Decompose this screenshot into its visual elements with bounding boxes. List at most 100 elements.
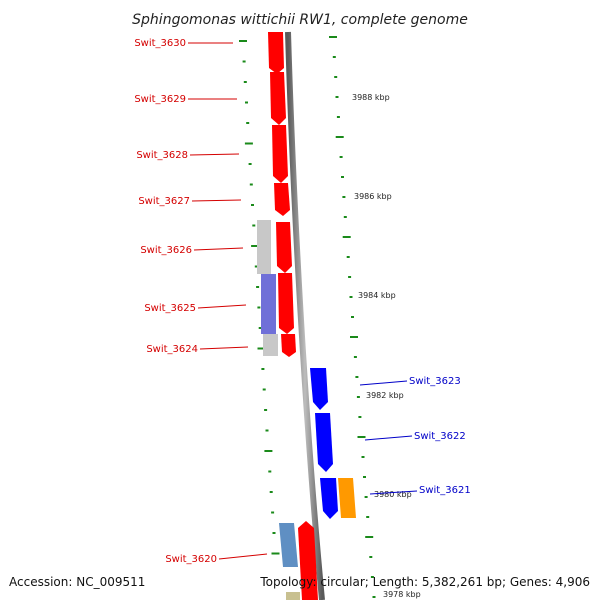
minor-tick [341,176,344,178]
minor-tick [355,376,359,378]
minor-tick [261,368,265,370]
minor-tick [349,296,353,298]
map-title: Sphingomonas wittichii RW1, complete gen… [132,12,468,28]
minor-tick [249,183,253,186]
minor-tick [252,224,256,227]
minor-tick [346,256,350,258]
minor-tick [364,496,368,498]
gene-track-red [268,32,318,600]
major-tick [264,450,273,452]
gene-label-swit-3629[interactable]: Swit_3629 [134,94,186,105]
major-tick [342,236,351,238]
gene-swit-3620[interactable] [298,521,318,600]
gene-swit-3622[interactable] [315,413,333,472]
minor-tick [271,511,275,514]
major-tick [257,347,266,350]
gene-swit-3624[interactable] [281,334,296,357]
gene-label-swit-3624[interactable]: Swit_3624 [146,344,198,355]
gene-swit-3623[interactable] [310,368,328,410]
minor-tick [262,388,266,391]
label-leader-line [197,304,247,309]
feature-track [257,220,278,356]
gene-label-swit-3622[interactable]: Swit_3622 [414,431,466,442]
gene-track-other [279,478,356,600]
minor-tick [366,516,370,518]
gene-swit-3621[interactable] [320,478,338,519]
major-tick [350,336,358,338]
inner-tick-ring [239,40,280,555]
minor-tick [361,456,365,458]
genome-backbone [285,31,325,600]
gene-steelblue[interactable] [279,523,298,567]
major-tick [239,40,247,42]
gene-label-swit-3621[interactable]: Swit_3621 [419,485,471,496]
gene-label-swit-3630[interactable]: Swit_3630 [134,38,186,49]
minor-tick [351,316,354,318]
minor-tick [332,56,336,58]
left-gene-labels: Swit_3630 Swit_3629 Swit_3628 Swit_3627 … [134,38,268,565]
gene-swit-3625[interactable] [278,273,294,334]
gene-swit-3628[interactable] [272,125,288,183]
gene-label-swit-3628[interactable]: Swit_3628 [136,150,188,161]
major-tick [357,436,366,438]
label-leader-line [199,346,249,350]
gene-swit-3629[interactable] [270,72,286,125]
minor-tick [348,276,352,278]
major-tick [251,245,260,247]
minor-tick [248,163,252,165]
minor-tick [343,216,347,218]
minor-tick [334,76,338,78]
major-tick [271,552,280,555]
scale-label: 3978 kbp [383,590,421,599]
label-leader-line [189,153,240,156]
gene-label-swit-3620[interactable]: Swit_3620 [165,554,217,565]
gene-label-swit-3625[interactable]: Swit_3625 [144,303,196,314]
gene-label-swit-3626[interactable]: Swit_3626 [140,245,192,256]
label-leader-line [218,553,268,560]
minor-tick [246,122,250,124]
minor-tick [339,156,343,158]
minor-tick [335,96,339,98]
scale-label: 3986 kbp [354,192,392,201]
minor-tick [258,327,262,329]
scale-label: 3984 kbp [358,291,396,300]
minor-tick [242,60,246,63]
minor-tick [269,491,273,493]
minor-tick [336,116,340,118]
scale-labels: 3988 kbp 3986 kbp 3984 kbp 3982 kbp 3980… [352,93,421,599]
gene-khaki[interactable] [286,592,300,600]
minor-tick [356,396,360,398]
scale-label: 3988 kbp [352,93,390,102]
minor-tick [372,596,376,598]
minor-tick [268,470,272,473]
gene-label-swit-3627[interactable]: Swit_3627 [138,196,190,207]
scale-label: 3980 kbp [374,490,412,499]
minor-tick [257,306,261,309]
feature-block-purple[interactable] [261,274,276,334]
outer-tick-ring [329,36,376,598]
gene-orange[interactable] [338,478,356,518]
genome-summary-text: Topology: circular; Length: 5,382,261 bp… [259,575,590,589]
accession-text: Accession: NC_009511 [9,575,145,589]
minor-tick [358,416,362,418]
right-gene-labels: Swit_3623 Swit_3622 Swit_3621 [359,376,471,496]
minor-tick [265,429,269,432]
minor-tick [256,286,260,288]
gene-swit-3630[interactable] [268,32,284,74]
gene-swit-3626[interactable] [276,222,292,273]
minor-tick [251,204,254,206]
gene-swit-3627[interactable] [274,183,290,216]
major-tick [335,136,344,138]
feature-block-gray[interactable] [257,220,271,274]
minor-tick [342,196,346,198]
label-leader-line [359,380,408,386]
feature-block-gray[interactable] [263,334,278,356]
scale-label: 3982 kbp [366,391,404,400]
major-tick [244,142,253,145]
gene-track-blue [310,368,338,519]
major-tick [329,36,337,38]
minor-tick [243,81,247,83]
gene-label-swit-3623[interactable]: Swit_3623 [409,376,461,387]
label-leader-line [193,247,244,251]
